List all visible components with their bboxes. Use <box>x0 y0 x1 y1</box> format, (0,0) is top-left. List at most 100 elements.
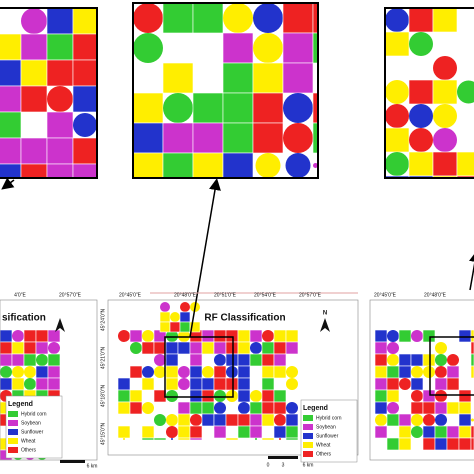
field <box>162 122 194 154</box>
field <box>225 329 239 343</box>
legend-label: Wheat <box>21 438 36 444</box>
x-coord-label: 20°57'0"E <box>59 292 82 298</box>
field <box>0 353 13 367</box>
field <box>154 354 166 366</box>
field <box>163 93 193 123</box>
field <box>252 62 284 94</box>
field <box>192 122 224 154</box>
field <box>386 377 400 391</box>
field <box>162 62 194 94</box>
field <box>129 401 143 415</box>
field <box>285 153 311 178</box>
x-coord-label: 20°51'0"E <box>214 292 237 298</box>
field <box>201 377 215 391</box>
field <box>222 92 254 124</box>
field <box>261 389 275 403</box>
field <box>162 2 194 34</box>
field <box>46 111 74 139</box>
field <box>237 389 251 403</box>
field <box>192 2 224 34</box>
field <box>11 341 25 355</box>
field <box>385 104 409 128</box>
field <box>21 8 47 34</box>
field <box>46 7 74 35</box>
field <box>132 152 164 179</box>
field <box>201 389 215 403</box>
field <box>422 401 436 415</box>
map-title: RF Classification <box>204 313 285 324</box>
field <box>201 413 215 427</box>
x-coord-label: 20°57'0"E <box>299 292 322 298</box>
field <box>261 377 275 391</box>
field <box>166 414 178 426</box>
scale-label: 0 <box>267 462 270 468</box>
field <box>20 163 48 179</box>
field <box>261 353 275 367</box>
field <box>447 354 459 366</box>
field <box>153 341 167 355</box>
field <box>423 366 435 378</box>
field <box>273 329 287 343</box>
legend-title: Legend <box>8 401 33 408</box>
field <box>273 401 287 415</box>
field <box>46 137 74 165</box>
field <box>374 389 388 403</box>
field <box>213 413 227 427</box>
field <box>273 425 287 439</box>
field <box>0 137 22 165</box>
field <box>153 389 167 403</box>
y-coord-label: 45°21'0"N <box>100 346 106 369</box>
field <box>130 342 142 354</box>
field <box>117 377 131 391</box>
field <box>273 389 287 403</box>
field <box>398 353 412 367</box>
field <box>47 377 61 391</box>
field <box>214 390 226 402</box>
field <box>142 330 154 342</box>
field <box>225 437 239 441</box>
field <box>274 414 286 426</box>
field <box>387 342 399 354</box>
field <box>189 389 203 403</box>
field <box>470 437 474 451</box>
field <box>384 31 410 57</box>
field <box>237 341 251 355</box>
field <box>48 342 60 354</box>
field <box>129 365 143 379</box>
field <box>0 111 22 139</box>
field <box>433 56 457 80</box>
field <box>471 418 474 422</box>
field <box>410 377 424 391</box>
legend-label: Others <box>316 451 332 457</box>
field <box>434 401 448 415</box>
field <box>171 438 173 440</box>
field <box>117 425 131 439</box>
field <box>117 401 131 415</box>
field <box>408 151 434 177</box>
field <box>189 425 203 439</box>
field <box>24 378 36 390</box>
legend-label: Soybean <box>316 424 336 430</box>
field <box>237 425 251 439</box>
field <box>35 329 49 343</box>
field <box>178 378 190 390</box>
field <box>386 365 400 379</box>
scale-bar <box>60 460 85 463</box>
field <box>446 437 460 451</box>
field <box>141 341 155 355</box>
field <box>0 341 13 355</box>
field <box>177 437 191 441</box>
field <box>118 330 130 342</box>
field <box>142 402 154 414</box>
arrow <box>1 177 15 190</box>
field <box>261 365 275 379</box>
field <box>433 104 457 128</box>
field <box>282 2 314 34</box>
field <box>434 437 448 451</box>
legend-label: Sunflower <box>21 429 44 435</box>
field <box>36 354 48 366</box>
x-coord-label: 4'0"E <box>14 292 26 298</box>
field <box>286 402 298 414</box>
field <box>20 59 48 87</box>
